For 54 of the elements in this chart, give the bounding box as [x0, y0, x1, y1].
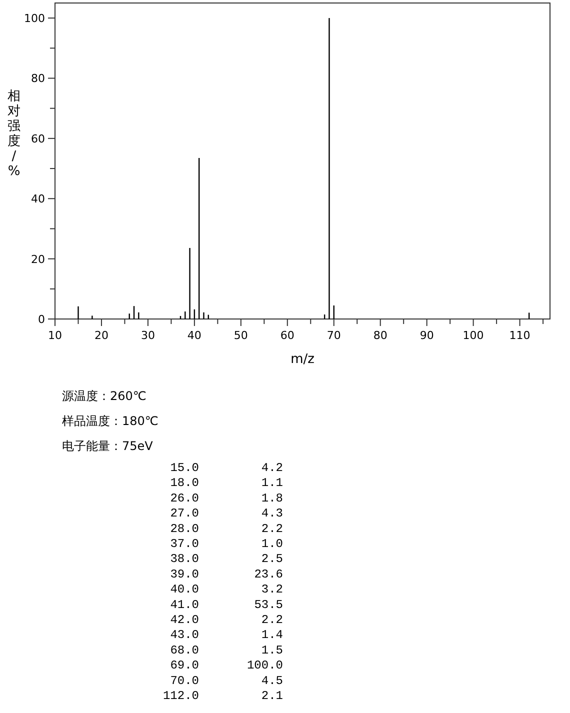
text: 3.2 — [261, 582, 283, 597]
text: 100.0 — [246, 658, 283, 673]
text: 15.0 — [170, 461, 199, 475]
x-tick-label: 10 — [48, 329, 62, 342]
text: 4.3 — [261, 506, 283, 521]
text: 28.0 — [170, 522, 199, 536]
text: 2.2 — [261, 522, 283, 536]
text: 53.5 — [254, 598, 283, 612]
text: 42.0 — [170, 613, 199, 627]
y-tick-label: 20 — [31, 252, 45, 266]
text: 1.4 — [261, 628, 283, 642]
text: 70.0 — [170, 674, 199, 688]
x-tick-label: 90 — [420, 329, 434, 342]
x-tick-label: 30 — [140, 329, 155, 342]
x-tick-label: 20 — [94, 329, 108, 342]
text: 69.0 — [170, 658, 199, 673]
text: 68.0 — [170, 643, 199, 658]
text: 23.6 — [254, 567, 283, 582]
x-tick-label: 70 — [326, 329, 341, 342]
x-axis-title: m/z — [290, 352, 315, 367]
y-axis-title: 相对强度/% — [8, 89, 20, 179]
text: 1.0 — [261, 537, 283, 551]
text: 1.5 — [261, 643, 283, 658]
text: 41.0 — [170, 598, 199, 612]
text: 43.0 — [170, 628, 199, 642]
text: 源温度：260℃ — [62, 389, 146, 403]
y-tick-label: 100 — [24, 12, 45, 26]
text: 样品温度：180℃ — [62, 414, 158, 428]
x-tick-label: 80 — [373, 329, 388, 342]
x-tick-label: 50 — [234, 329, 248, 342]
text: 18.0 — [170, 476, 199, 490]
text: 2.1 — [261, 689, 283, 703]
y-tick-label: 0 — [38, 313, 45, 326]
text: 38.0 — [170, 552, 199, 566]
text: 2.2 — [261, 613, 283, 627]
text: 4.5 — [261, 674, 283, 688]
text: 1.8 — [261, 491, 283, 506]
text: 电子能量：75eV — [62, 439, 154, 453]
text: 40.0 — [170, 582, 199, 597]
text: 112.0 — [162, 689, 199, 703]
text: 37.0 — [170, 537, 199, 551]
text: 27.0 — [170, 506, 199, 521]
text: 39.0 — [170, 567, 199, 582]
text: 1.1 — [261, 476, 283, 490]
x-tick-label: 40 — [187, 329, 202, 342]
text: 26.0 — [170, 491, 199, 506]
x-tick-label: 60 — [280, 329, 294, 342]
y-tick-label: 40 — [31, 192, 45, 206]
text: 4.2 — [261, 461, 283, 475]
x-tick-label: 110 — [509, 329, 530, 342]
x-tick-label: 100 — [462, 329, 484, 342]
text: 2.5 — [261, 552, 283, 566]
y-tick-label: 80 — [31, 72, 45, 86]
y-tick-label: 60 — [31, 132, 45, 146]
